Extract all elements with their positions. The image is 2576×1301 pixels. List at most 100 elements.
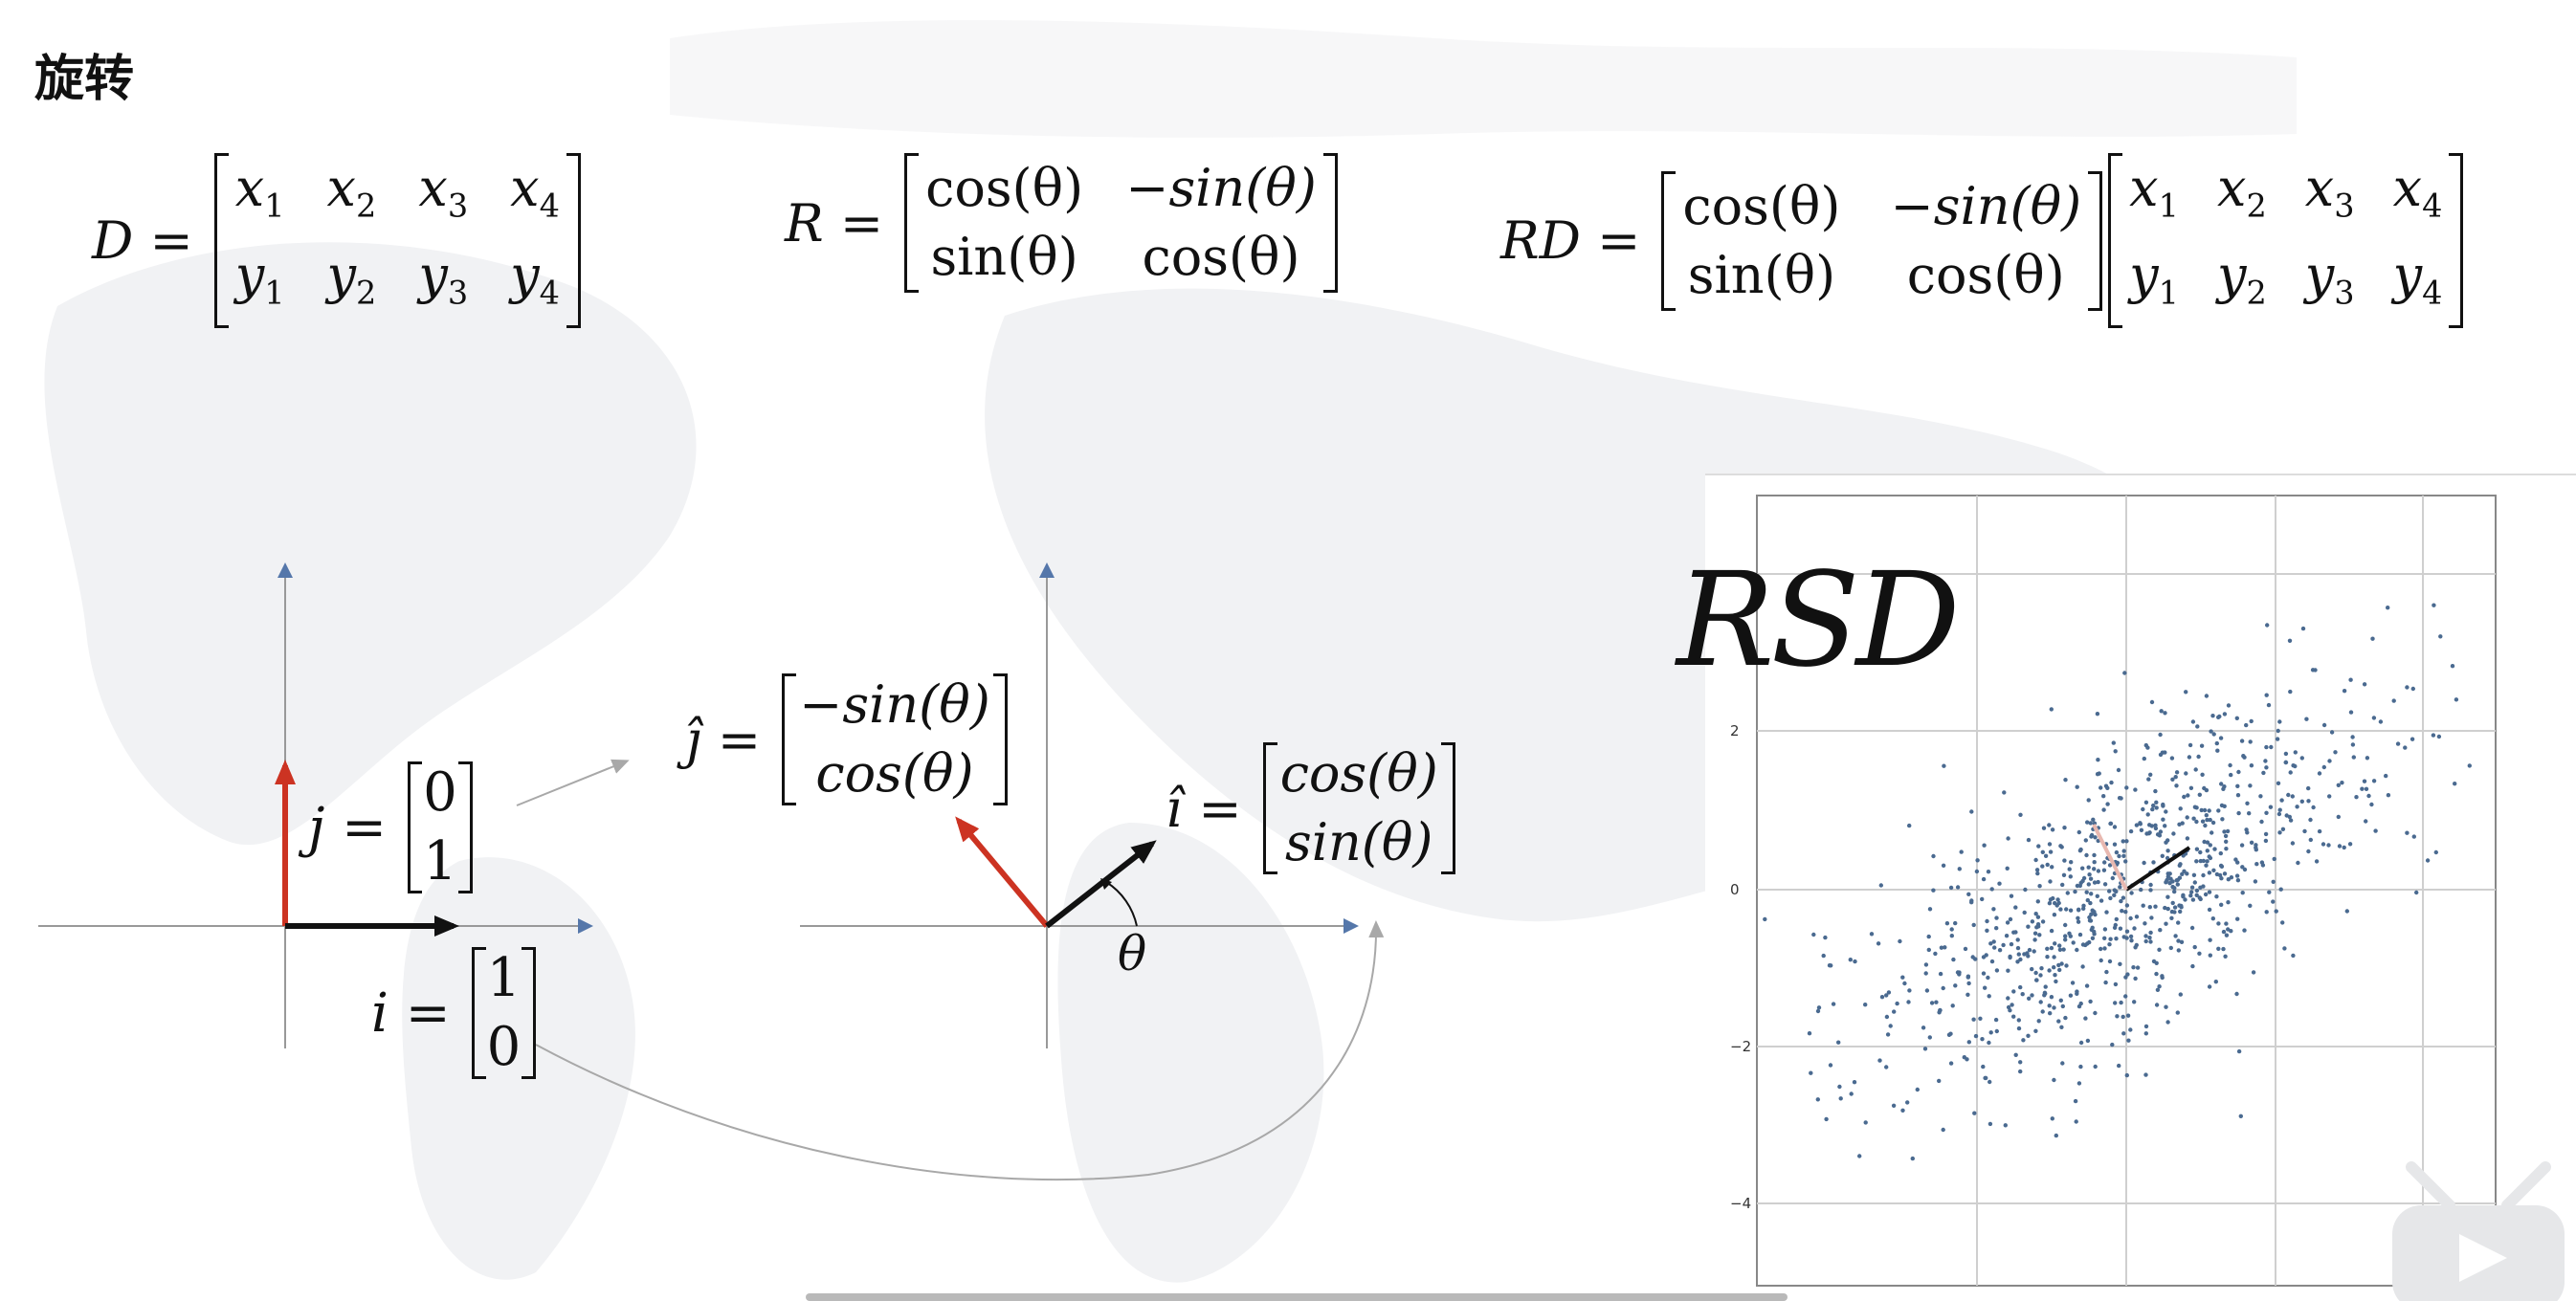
scatter-point [1931,888,1936,893]
scatter-point [2129,938,2134,943]
scatter-point [2164,809,2168,814]
scatter-point [1941,863,1946,868]
scatter-point [2081,903,2086,908]
scatter-point [2150,806,2155,812]
scatter-point [2124,785,2129,790]
scatter-point [2163,824,2167,828]
scatter-point [2128,1027,2133,1032]
scatter-point [2099,898,2104,903]
scatter-point [1949,927,1954,932]
scatter-point [2120,909,2124,914]
scatter-point [1981,876,1987,882]
scatter-point [2056,900,2061,906]
scatter-point [2057,947,2063,952]
scatter-point [2076,1003,2082,1009]
scatter-point [2015,937,2020,942]
scatter-point [2045,955,2050,959]
scatter-point [2005,920,2010,925]
scatter-point [1807,1031,1812,1036]
scatter-point [2063,778,2068,783]
scatter-point [2277,719,2282,724]
scatter-point [1836,1040,1841,1045]
scatter-point [2092,880,2098,885]
scatter-point [1829,963,1833,968]
scatter-point [2102,860,2107,865]
scatter-point [2084,890,2089,894]
scatter-point [2203,823,2208,828]
scatter-point [2219,782,2224,786]
vector-i-hat [1045,840,1157,929]
scatter-point [2321,722,2327,728]
scatter-point [2169,915,2174,920]
scatter-point [2210,820,2216,826]
scatter-point [2089,832,2095,838]
scatter-point [2073,889,2077,894]
scatter-point [2224,839,2229,844]
scatter-point [1898,938,1902,944]
scatter-point [2172,905,2178,910]
scatter-point [2190,963,2195,969]
scatter-point [2101,807,2106,812]
scatter-point [2170,777,2175,782]
scatter-point [2234,716,2239,720]
scatter-point [2168,945,2173,951]
scatter-point [2235,793,2241,798]
scatter-point [2148,939,2153,944]
scatter-point [2181,894,2186,899]
scatter-point [2026,924,2031,929]
scatter-point [2244,722,2249,728]
scatter-point [2163,711,2167,716]
scatter-point [2086,865,2091,870]
scatter-point [2226,927,2231,932]
scatter-point [2190,719,2196,724]
scatter-point [2453,782,2457,786]
scatter-point [2264,693,2269,697]
scatter-point [1907,988,1912,993]
matrix-rd-data-cell: y3 [2304,244,2355,312]
scatter-point [2184,690,2188,695]
scatter-point [2313,668,2318,673]
scatter-point [2174,770,2180,775]
scatter-point [2282,946,2287,951]
scatter-point [2308,837,2313,843]
scatter-point [2300,626,2306,631]
scatter-point [1965,975,1970,980]
scatter-point [2188,893,2193,898]
scatter-point [2178,806,2183,811]
scatter-point [2254,845,2258,850]
video-player-logo-icon [2392,1161,2565,1301]
scatter-point [2121,853,2126,858]
scatter-point [2198,885,2203,890]
scatter-point [2158,732,2163,738]
scatter-point [1931,853,1936,859]
scatter-point [2043,853,2049,858]
scatter-point [2058,907,2063,912]
scatter-point [2143,1031,2148,1036]
scatter-point [1970,955,1975,959]
matrix-rd-data-cell: y2 [2216,244,2267,312]
scatter-point [2032,931,2038,936]
scatter-point [2147,905,2152,910]
scatter-point [2290,794,2295,799]
scatter-point [2105,802,2110,806]
scatter-point [2087,915,2092,920]
scatter-point [2093,912,2098,917]
scatter-point [2275,737,2280,741]
scatter-point [2336,783,2341,787]
scatter-point [2084,852,2089,858]
scatter-point [2058,844,2063,849]
scatter-point [2431,733,2436,738]
scatter-point [1926,947,1932,953]
scatter-point [2280,920,2285,925]
scatter-point [2085,820,2090,825]
scatter-point [2362,682,2367,687]
horizontal-scrollbar[interactable] [806,1293,1788,1301]
scatter-point [2056,962,2061,968]
matrix-rd-data-cell: x1 [2129,158,2179,225]
scatter-point [2115,860,2121,866]
scatter-point [1809,1070,1813,1075]
scatter-point [2108,821,2114,827]
matrix-d-cell: x2 [326,158,377,225]
scatter-point [2165,874,2170,879]
scatter-point [2366,793,2371,799]
